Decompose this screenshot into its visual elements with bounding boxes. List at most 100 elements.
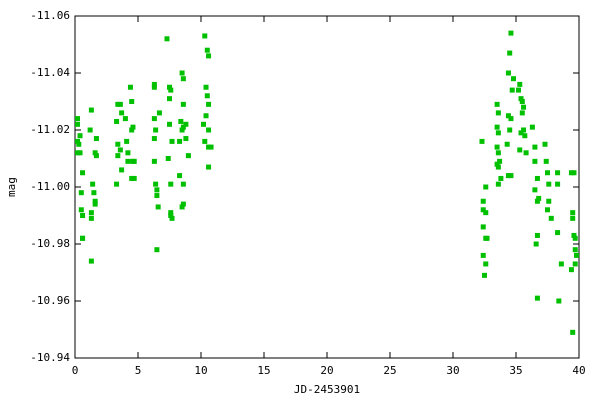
x-tick-label: 5 (135, 364, 142, 377)
point (206, 127, 212, 133)
point (167, 96, 172, 102)
point (479, 138, 485, 144)
point (555, 181, 561, 187)
point (183, 121, 189, 127)
point (124, 138, 130, 144)
point (75, 116, 81, 122)
point (167, 84, 172, 90)
point (556, 298, 562, 304)
point (178, 118, 184, 124)
point (522, 133, 528, 139)
point (546, 181, 552, 187)
point (93, 153, 99, 159)
point (115, 141, 121, 147)
point (75, 138, 81, 144)
plot-frame (74, 15, 580, 359)
point (494, 144, 500, 150)
point (505, 173, 511, 179)
point (91, 190, 97, 196)
point (573, 252, 579, 258)
point (92, 150, 98, 156)
point (151, 81, 157, 87)
point (177, 173, 183, 179)
point (505, 70, 511, 76)
point (508, 30, 514, 36)
point (203, 84, 209, 90)
point (154, 247, 160, 253)
point (75, 150, 81, 156)
point (495, 181, 501, 187)
point (532, 144, 538, 150)
y-tick-label: -10.94 (30, 351, 70, 364)
point (572, 247, 578, 253)
point (156, 110, 162, 116)
point (536, 195, 542, 201)
point (571, 232, 577, 238)
x-axis-label: JD-2453901 (294, 383, 360, 396)
point (168, 181, 174, 187)
y-tick-label: -10.98 (30, 237, 70, 250)
point (497, 158, 503, 164)
point (204, 47, 210, 53)
point (129, 99, 135, 104)
point (534, 198, 540, 204)
point (534, 295, 540, 301)
point (534, 232, 540, 238)
point (484, 235, 490, 241)
point (151, 158, 157, 164)
point (177, 138, 183, 144)
point (202, 138, 208, 144)
point (483, 261, 489, 267)
point (508, 173, 514, 179)
point (570, 210, 576, 216)
point (480, 207, 486, 213)
point (129, 127, 135, 133)
point (180, 124, 186, 130)
point (206, 53, 212, 59)
point (117, 101, 123, 107)
point (548, 215, 554, 221)
point (206, 164, 212, 170)
point (206, 144, 212, 150)
point (480, 224, 486, 230)
point (494, 161, 500, 167)
y-tick-label: -11.04 (30, 66, 70, 79)
point (119, 167, 125, 173)
point (151, 136, 157, 142)
point (169, 215, 175, 221)
point (179, 127, 185, 133)
point (545, 170, 550, 176)
point (504, 141, 510, 147)
point (153, 181, 159, 187)
point (203, 113, 209, 119)
point (114, 118, 120, 124)
x-tick-label: 35 (509, 364, 522, 377)
point (523, 150, 529, 156)
y-tick-label: -11.02 (30, 123, 70, 136)
point (114, 181, 120, 187)
point (495, 150, 501, 156)
point (183, 136, 189, 142)
point (572, 235, 578, 241)
point (125, 150, 131, 156)
point (92, 198, 98, 204)
point (179, 70, 185, 76)
y-tick-label: -11.00 (30, 180, 70, 193)
point (558, 261, 564, 267)
point (480, 252, 486, 258)
point (543, 158, 549, 164)
point (77, 150, 83, 156)
point (517, 147, 523, 153)
point (572, 261, 578, 267)
point (78, 207, 84, 213)
point (122, 116, 128, 122)
point (80, 235, 86, 241)
point (180, 181, 186, 187)
point (555, 170, 561, 176)
point (75, 121, 81, 127)
point (179, 204, 185, 210)
point (93, 136, 99, 142)
y-tick-label: -11.06 (30, 9, 70, 22)
point (153, 127, 159, 133)
